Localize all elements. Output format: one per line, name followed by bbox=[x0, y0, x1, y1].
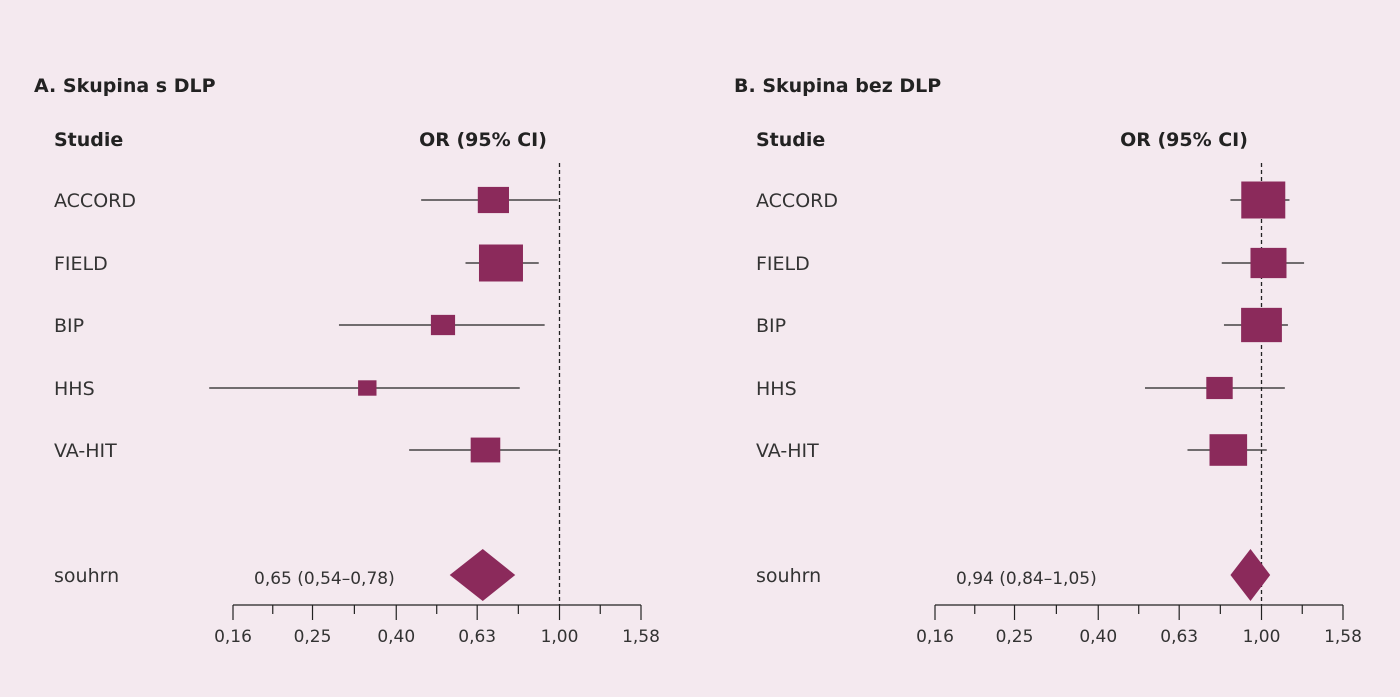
point-estimate-square bbox=[1209, 434, 1248, 466]
x-axis-tick-label: 1,00 bbox=[541, 627, 579, 647]
x-axis-tick-label: 0,25 bbox=[294, 627, 332, 647]
study-label: ACCORD bbox=[756, 190, 838, 212]
study-label: BIP bbox=[54, 315, 84, 337]
x-axis-tick-label: 1,58 bbox=[622, 627, 660, 647]
panel-title: B. Skupina bez DLP bbox=[734, 75, 941, 97]
study-label: ACCORD bbox=[54, 190, 136, 212]
point-estimate-square bbox=[470, 437, 501, 463]
x-axis-tick-label: 1,00 bbox=[1243, 627, 1281, 647]
point-estimate-square bbox=[1206, 376, 1233, 400]
x-axis-tick-label: 1,58 bbox=[1324, 627, 1362, 647]
x-axis-tick-label: 0,63 bbox=[1160, 627, 1198, 647]
study-label: BIP bbox=[756, 315, 786, 337]
panel-title: A. Skupina s DLP bbox=[34, 75, 216, 97]
point-estimate-square bbox=[1241, 307, 1282, 343]
summary-estimate-text: 0,94 (0,84–1,05) bbox=[956, 569, 1097, 589]
point-estimate-square bbox=[430, 314, 456, 336]
x-axis-tick-label: 0,16 bbox=[214, 627, 252, 647]
study-label: HHS bbox=[756, 378, 797, 400]
effect-column-header: OR (95% CI) bbox=[419, 129, 547, 151]
point-estimate-square bbox=[478, 244, 523, 282]
effect-column-header: OR (95% CI) bbox=[1120, 129, 1248, 151]
x-axis-tick-label: 0,25 bbox=[996, 627, 1034, 647]
x-axis-tick-label: 0,40 bbox=[1079, 627, 1117, 647]
x-axis-tick-label: 0,16 bbox=[916, 627, 954, 647]
point-estimate-square bbox=[1250, 247, 1287, 279]
point-estimate-square bbox=[358, 380, 377, 396]
study-column-header: Studie bbox=[54, 129, 123, 151]
study-label: HHS bbox=[54, 378, 95, 400]
summary-diamond bbox=[449, 549, 516, 601]
point-estimate-square bbox=[1241, 181, 1286, 219]
study-label: VA-HIT bbox=[54, 440, 117, 462]
point-estimate-square bbox=[477, 186, 509, 214]
panel-a: A. Skupina s DLP Studie OR (95% CI) ACCORD F… bbox=[34, 75, 660, 647]
summary-label: souhrn bbox=[756, 565, 821, 587]
study-column-header: Studie bbox=[756, 129, 825, 151]
study-label: FIELD bbox=[756, 253, 810, 275]
panel-b: B. Skupina bez DLP Studie OR (95% CI) ACCOR… bbox=[734, 75, 1362, 647]
x-axis-tick-label: 0,40 bbox=[377, 627, 415, 647]
summary-estimate-text: 0,65 (0,54–0,78) bbox=[254, 569, 395, 589]
x-axis-tick-label: 0,63 bbox=[458, 627, 496, 647]
study-label: VA-HIT bbox=[756, 440, 819, 462]
summary-label: souhrn bbox=[54, 565, 119, 587]
summary-diamond bbox=[1230, 549, 1271, 601]
study-label: FIELD bbox=[54, 253, 108, 275]
